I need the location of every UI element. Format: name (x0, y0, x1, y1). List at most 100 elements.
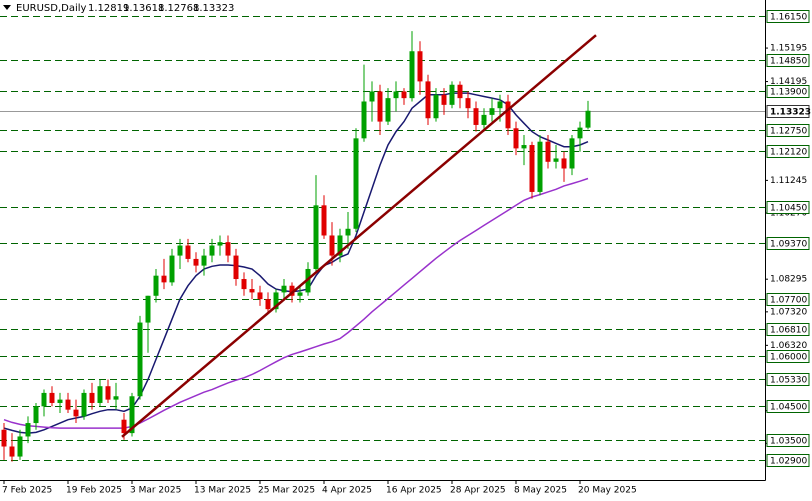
candle-body (113, 396, 119, 400)
x-tick-label: 16 Apr 2025 (386, 486, 442, 496)
level-label: 1.13900 (770, 88, 807, 98)
level-label-box (766, 350, 810, 363)
x-tick-label: 19 Feb 2025 (66, 486, 122, 496)
candle-body (25, 423, 31, 437)
candle-body (273, 292, 279, 310)
candle-body (49, 392, 55, 403)
current-price-label: 1.13323 (770, 108, 811, 118)
plot-layer (0, 16, 765, 462)
level-label-box (766, 400, 810, 413)
y-tick-label: 1.08295 (770, 275, 807, 285)
candle-body (193, 258, 199, 266)
candle-body (489, 108, 495, 115)
candle-body (353, 138, 359, 229)
candle-body (441, 94, 447, 105)
x-tick-label: 7 Feb 2025 (2, 486, 52, 496)
level-label: 1.02900 (770, 457, 807, 467)
candle-body (457, 84, 463, 99)
candle-body (9, 446, 15, 457)
level-label-box (766, 454, 810, 467)
candle-body (545, 141, 551, 162)
y-tick-label: 1.11245 (770, 176, 807, 186)
level-label-box (766, 10, 810, 23)
candle-body (153, 275, 159, 296)
candle-body (433, 94, 439, 119)
y-tick-label: 1.06320 (770, 341, 807, 351)
level-label: 1.16150 (770, 13, 807, 23)
level-label-box (766, 237, 810, 250)
candle-body (33, 406, 39, 424)
candle-body (169, 255, 175, 283)
trendline (121, 34, 597, 438)
level-label-box (766, 54, 810, 67)
candle-body (265, 299, 271, 310)
candle-body (161, 275, 167, 283)
level-label: 1.04500 (770, 403, 807, 413)
candle-body (513, 128, 519, 149)
candle-body (393, 91, 399, 99)
level-label-box (766, 85, 810, 98)
candle-body (185, 245, 191, 259)
level-label-box (766, 145, 810, 158)
level-label: 1.12120 (770, 148, 807, 158)
level-label-box (766, 323, 810, 336)
y-tick-label: 1.07320 (770, 307, 807, 317)
candle-body (521, 145, 527, 149)
level-label: 1.05330 (770, 376, 807, 386)
candle-body (105, 386, 111, 400)
high-price: 1.13618 (123, 3, 164, 14)
candle-body (369, 91, 375, 102)
level-label: 1.07700 (770, 296, 807, 306)
candle-body (577, 127, 583, 139)
candle-body (233, 255, 239, 280)
candle-body (137, 322, 143, 397)
symbol-title: EURUSD,Daily (16, 3, 87, 14)
candle-body (209, 245, 215, 256)
current-price-box (766, 105, 810, 118)
candle-body (425, 81, 431, 119)
candle-body (81, 392, 87, 417)
candle-body (537, 141, 543, 192)
candle-body (529, 145, 535, 192)
candle-body (313, 205, 319, 269)
level-label-box (766, 293, 810, 306)
level-label: 1.14850 (770, 57, 807, 67)
menu-icon[interactable] (3, 5, 11, 10)
level-label: 1.06000 (770, 353, 807, 363)
candle-body (569, 138, 575, 169)
level-label-box (766, 201, 810, 214)
candle-body (553, 158, 559, 162)
open-price: 1.12819 (88, 3, 129, 14)
candle-body (497, 101, 503, 109)
candle-body (41, 392, 47, 407)
x-tick-label: 13 Mar 2025 (194, 486, 251, 496)
candle-body (297, 292, 303, 296)
level-label-box (766, 434, 810, 447)
candle-body (409, 51, 415, 99)
candle-body (385, 98, 391, 122)
x-tick-label: 3 Mar 2025 (130, 486, 181, 496)
x-tick-label: 25 Mar 2025 (258, 486, 315, 496)
y-tick-label: 1.14195 (770, 77, 807, 87)
level-label: 1.12750 (770, 127, 807, 137)
candle-body (329, 235, 335, 256)
candle-body (225, 242, 231, 256)
candle-body (473, 108, 479, 125)
candle-body (505, 101, 511, 129)
candle-body (361, 101, 367, 139)
x-tick-label: 8 May 2025 (514, 486, 567, 496)
candle-body (449, 84, 455, 105)
level-label: 1.03500 (770, 437, 807, 447)
level-label: 1.06810 (770, 326, 807, 336)
x-tick-label: 4 Apr 2025 (322, 486, 372, 496)
candle-body (249, 289, 255, 293)
candle-body (289, 285, 295, 296)
close-price: 1.13323 (193, 3, 234, 14)
candle-body (401, 91, 407, 99)
candle-body (1, 429, 7, 447)
y-tick-label: 1.15195 (770, 44, 807, 54)
level-label-box (766, 124, 810, 137)
candle-body (89, 392, 95, 403)
